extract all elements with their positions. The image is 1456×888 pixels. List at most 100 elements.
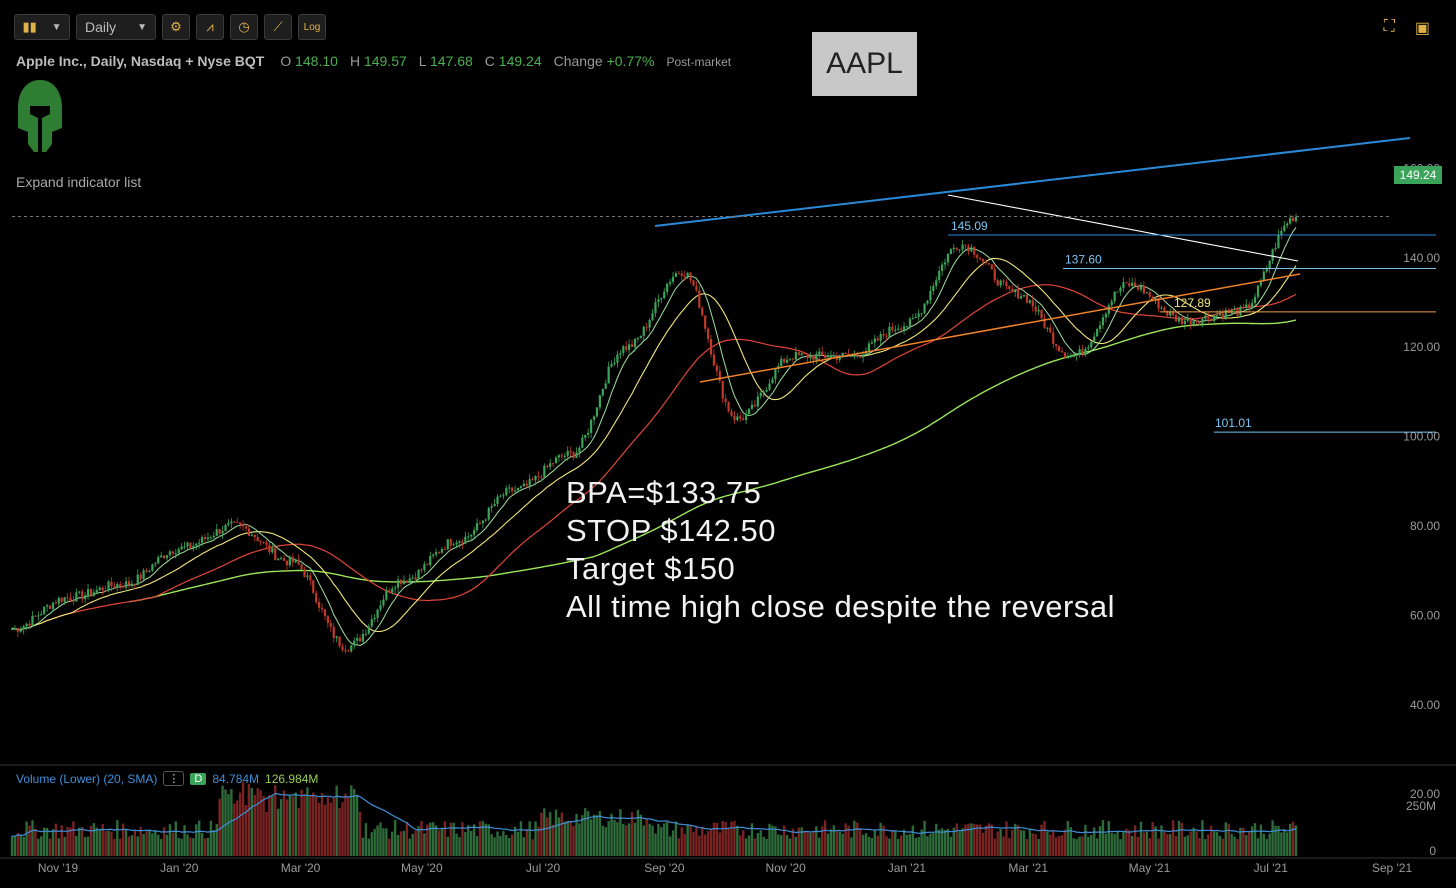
candle-body: [844, 352, 847, 354]
volume-bar: [1183, 836, 1187, 856]
chart-type-button[interactable]: ▮▮ ▼: [14, 14, 70, 40]
more-icon[interactable]: ⋮: [163, 771, 185, 786]
candle-body: [642, 326, 645, 336]
volume-bar: [519, 821, 523, 856]
candle-body: [1286, 223, 1289, 226]
candle-body: [306, 575, 309, 577]
volume-bar: [1242, 827, 1245, 856]
volume-bar: [1008, 838, 1011, 856]
candle-body: [905, 326, 909, 328]
volume-sma-value: 126.984M: [265, 771, 319, 786]
candle-body: [1268, 260, 1271, 269]
candle-body: [329, 622, 332, 627]
candle-body: [1163, 307, 1166, 312]
time-tick-label: Nov '20: [765, 861, 806, 875]
volume-bar: [426, 824, 429, 856]
candle-body: [271, 548, 274, 553]
volume-bar: [636, 809, 640, 856]
fullscreen-icon[interactable]: ⛶: [1383, 18, 1395, 35]
volume-bar: [1186, 835, 1189, 856]
candle-body: [870, 342, 873, 344]
drawing-tools-button[interactable]: ⟋: [264, 14, 292, 40]
expand-indicator-list[interactable]: Expand indicator list: [16, 174, 142, 190]
volume-bar: [221, 785, 224, 856]
candle-body: [961, 244, 964, 250]
volume-bar: [429, 822, 432, 856]
volume-bar: [171, 832, 175, 856]
candle-body: [51, 602, 55, 609]
candle-body: [657, 299, 660, 303]
candle-body: [470, 534, 473, 537]
candle-body: [110, 581, 113, 587]
candle-body: [420, 569, 423, 571]
volume-bar: [736, 825, 739, 856]
volume-bar: [1113, 833, 1116, 856]
change-label: Change: [553, 53, 603, 69]
candle-body: [127, 581, 131, 585]
volume-bar: [31, 820, 34, 856]
candles: [10, 213, 1298, 654]
volume-bar: [1025, 839, 1029, 856]
candle-body: [952, 247, 955, 250]
note-line: All time high close despite the reversal: [566, 589, 1115, 624]
candle-body: [358, 637, 362, 642]
volume-bar: [642, 825, 645, 856]
volume-bar: [224, 789, 227, 856]
volume-bar: [674, 821, 678, 856]
volume-bar: [317, 802, 321, 856]
camera-icon[interactable]: ▣: [1414, 20, 1430, 37]
volume-bar: [885, 836, 888, 856]
candle-body: [233, 521, 236, 523]
spartan-helmet-logo: [18, 80, 62, 152]
volume-bar: [335, 785, 338, 856]
candle-body: [976, 254, 979, 258]
volume-bar: [265, 812, 268, 856]
volume-bar: [990, 824, 994, 856]
volume-bar: [92, 823, 96, 856]
volume-bar: [560, 812, 564, 856]
candle-body: [733, 415, 736, 421]
volume-bar: [706, 831, 710, 856]
candle-body: [1005, 282, 1008, 287]
volume-bar: [344, 793, 347, 856]
volume-bar: [841, 833, 844, 856]
candle-body: [326, 616, 329, 623]
candle-body: [13, 628, 17, 630]
candle-body: [932, 286, 935, 291]
volume-bar: [703, 834, 707, 856]
volume-bar: [794, 836, 798, 856]
candle-body: [440, 549, 444, 553]
volume-bar: [1212, 831, 1216, 856]
volume-bar: [75, 835, 78, 856]
replay-button[interactable]: ◷: [230, 14, 258, 40]
settings-button[interactable]: ⚙: [162, 14, 190, 40]
candle-body: [239, 522, 242, 525]
volume-bar: [86, 836, 90, 856]
last-price-tag: 149.24: [1394, 166, 1442, 184]
volume-bar: [34, 828, 37, 856]
time-tick-label: Jan '21: [888, 861, 927, 875]
interval-select[interactable]: Daily ▼: [76, 14, 156, 40]
candle-body: [598, 395, 601, 408]
candle-body: [1245, 304, 1248, 308]
volume-bar: [1224, 822, 1228, 856]
volume-bar: [1169, 833, 1172, 856]
volume-bar: [671, 830, 675, 856]
volume-bar: [1075, 839, 1078, 856]
candle-body: [1128, 283, 1131, 287]
candle-body: [876, 338, 879, 341]
candle-body: [101, 587, 104, 591]
volume-bar: [689, 825, 692, 856]
volume-bar: [51, 829, 55, 856]
volume-bar: [1174, 836, 1178, 856]
volume-bar: [680, 827, 683, 856]
candle-body: [250, 534, 253, 536]
volume-bar: [133, 829, 137, 856]
volume-bar: [876, 835, 879, 856]
candle-body: [911, 318, 914, 320]
log-scale-button[interactable]: Log: [298, 14, 326, 40]
candle-body: [69, 597, 72, 601]
indicators-button[interactable]: ⩘: [196, 14, 224, 40]
volume-indicator-name[interactable]: Volume (Lower) (20, SMA): [16, 771, 158, 786]
